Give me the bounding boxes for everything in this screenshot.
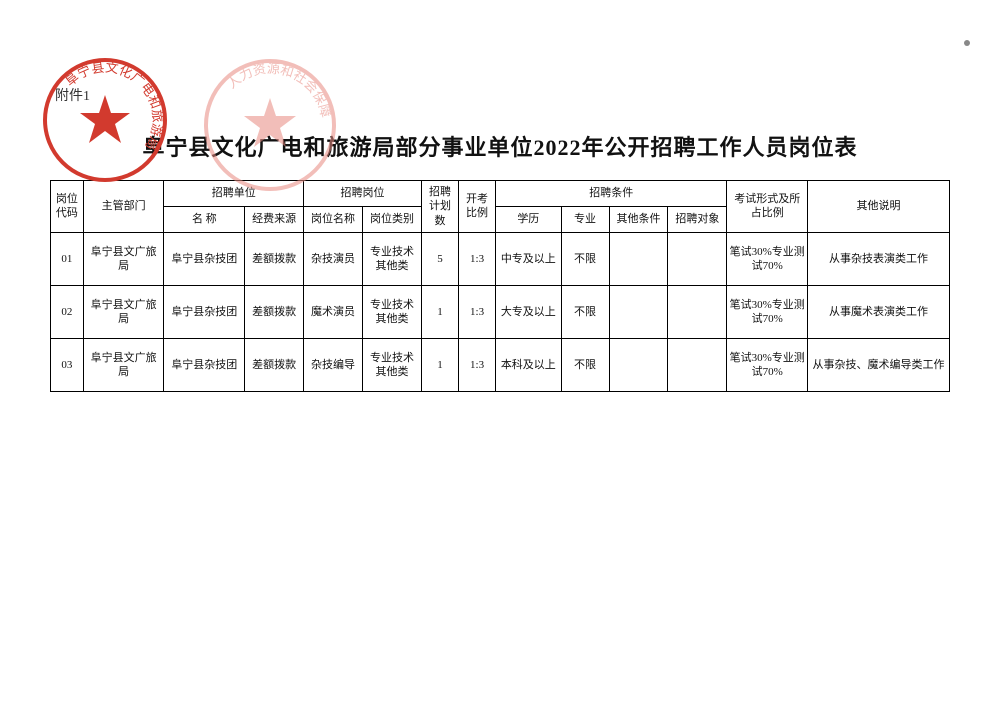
table-body: 01阜宁县文广旅局阜宁县杂技团差额拨款杂技演员专业技术其他类51:3中专及以上不… — [51, 232, 950, 391]
cell-ratio: 1:3 — [459, 285, 496, 338]
table-row: 01阜宁县文广旅局阜宁县杂技团差额拨款杂技演员专业技术其他类51:3中专及以上不… — [51, 232, 950, 285]
page-title: 阜宁县文化广电和旅游局部分事业单位2022年公开招聘工作人员岗位表 — [50, 130, 950, 162]
cell-remark: 从事杂技表演类工作 — [808, 232, 950, 285]
cell-plan: 1 — [421, 338, 458, 391]
cell-unit_name: 阜宁县杂技团 — [164, 285, 245, 338]
cell-dept: 阜宁县文广旅局 — [83, 285, 164, 338]
cell-edu: 大专及以上 — [496, 285, 561, 338]
official-seal-1: 阜宁县文化广电和旅游局 — [40, 55, 170, 185]
cell-edu: 本科及以上 — [496, 338, 561, 391]
cell-other — [609, 338, 668, 391]
th-code: 岗位代码 — [51, 181, 84, 233]
th-unit-name: 名 称 — [164, 206, 245, 232]
corner-mark — [964, 40, 970, 46]
table-row: 03阜宁县文广旅局阜宁县杂技团差额拨款杂技编导专业技术其他类11:3本科及以上不… — [51, 338, 950, 391]
cell-post_name: 杂技编导 — [304, 338, 363, 391]
cell-post_type: 专业技术其他类 — [363, 338, 422, 391]
cell-code: 01 — [51, 232, 84, 285]
th-post-group: 招聘岗位 — [304, 181, 422, 207]
cell-post_name: 杂技演员 — [304, 232, 363, 285]
th-dept: 主管部门 — [83, 181, 164, 233]
cell-plan: 5 — [421, 232, 458, 285]
seal2-text: 人力资源和社会保障 — [224, 61, 333, 119]
cell-plan: 1 — [421, 285, 458, 338]
cell-code: 03 — [51, 338, 84, 391]
cell-post_type: 专业技术其他类 — [363, 232, 422, 285]
cell-major: 不限 — [561, 285, 609, 338]
th-target: 招聘对象 — [668, 206, 727, 232]
cell-ratio: 1:3 — [459, 232, 496, 285]
cell-dept: 阜宁县文广旅局 — [83, 232, 164, 285]
cell-unit_fund: 差额拨款 — [245, 338, 304, 391]
th-ratio: 开考比例 — [459, 181, 496, 233]
th-unit-fund: 经费来源 — [245, 206, 304, 232]
cell-other — [609, 285, 668, 338]
cell-major: 不限 — [561, 338, 609, 391]
positions-table: 岗位代码 主管部门 招聘单位 招聘岗位 招聘计划数 开考比例 招聘条件 考试形式… — [50, 180, 950, 392]
cell-exam: 笔试30%专业测试70% — [727, 338, 808, 391]
cell-unit_name: 阜宁县杂技团 — [164, 338, 245, 391]
cell-exam: 笔试30%专业测试70% — [727, 232, 808, 285]
cell-other — [609, 232, 668, 285]
cell-remark: 从事魔术表演类工作 — [808, 285, 950, 338]
table-header: 岗位代码 主管部门 招聘单位 招聘岗位 招聘计划数 开考比例 招聘条件 考试形式… — [51, 181, 950, 233]
th-major: 专业 — [561, 206, 609, 232]
cell-major: 不限 — [561, 232, 609, 285]
svg-text:人力资源和社会保障: 人力资源和社会保障 — [224, 61, 333, 119]
cell-exam: 笔试30%专业测试70% — [727, 285, 808, 338]
cell-unit_fund: 差额拨款 — [245, 285, 304, 338]
cell-post_type: 专业技术其他类 — [363, 285, 422, 338]
th-post-name: 岗位名称 — [304, 206, 363, 232]
th-remark: 其他说明 — [808, 181, 950, 233]
th-edu: 学历 — [496, 206, 561, 232]
cell-dept: 阜宁县文广旅局 — [83, 338, 164, 391]
cell-edu: 中专及以上 — [496, 232, 561, 285]
attachment-label: 附件1 — [55, 85, 90, 105]
table-row: 02阜宁县文广旅局阜宁县杂技团差额拨款魔术演员专业技术其他类11:3大专及以上不… — [51, 285, 950, 338]
cell-unit_fund: 差额拨款 — [245, 232, 304, 285]
cell-target — [668, 285, 727, 338]
th-exam: 考试形式及所占比例 — [727, 181, 808, 233]
cell-ratio: 1:3 — [459, 338, 496, 391]
cell-unit_name: 阜宁县杂技团 — [164, 232, 245, 285]
cell-code: 02 — [51, 285, 84, 338]
cell-target — [668, 232, 727, 285]
page-container: 附件1 阜宁县文化广电和旅游局 人力资源和社会保障 阜宁县文化广电和旅游局部分 — [0, 0, 1000, 392]
th-cond-group: 招聘条件 — [496, 181, 727, 207]
th-plan: 招聘计划数 — [421, 181, 458, 233]
cell-target — [668, 338, 727, 391]
th-other: 其他条件 — [609, 206, 668, 232]
th-post-type: 岗位类别 — [363, 206, 422, 232]
cell-post_name: 魔术演员 — [304, 285, 363, 338]
th-unit-group: 招聘单位 — [164, 181, 304, 207]
official-seal-2: 人力资源和社会保障 — [200, 55, 340, 195]
cell-remark: 从事杂技、魔术编导类工作 — [808, 338, 950, 391]
